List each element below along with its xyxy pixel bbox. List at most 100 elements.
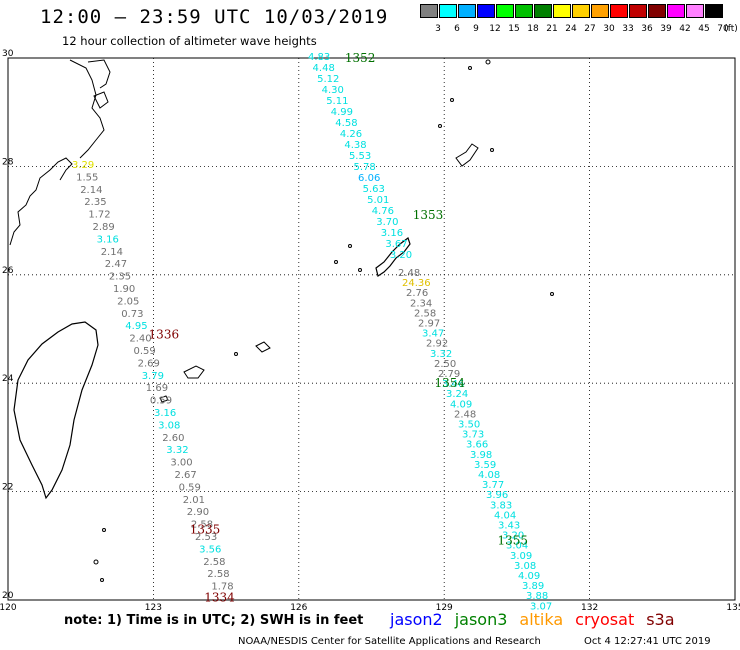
swh-value: 3.04 [506, 541, 528, 552]
lat-tick-label: 28 [2, 157, 14, 167]
lon-tick-label: 120 [0, 603, 17, 613]
pass-number-label: 1354 [435, 376, 466, 390]
legend-label: 36 [641, 24, 653, 34]
china-coastline [9, 157, 73, 246]
legend-label: 15 [508, 24, 520, 34]
legend-swatch [572, 4, 590, 18]
swh-value: 4.58 [335, 118, 357, 129]
small-island [358, 268, 362, 272]
satellite-label: jason3 [454, 610, 508, 629]
legend-swatch [553, 4, 571, 18]
swh-value: 2.48 [398, 268, 420, 279]
swh-value: 2.58 [414, 308, 436, 319]
swh-value: 3.47 [422, 329, 444, 340]
satellite-label: s3a [646, 610, 675, 629]
swh-value: 2.67 [175, 470, 197, 481]
swh-value: 3.24 [446, 389, 468, 400]
swh-value: 4.38 [344, 140, 366, 151]
swh-value: 1.55 [76, 172, 98, 183]
taiwan-coastline [13, 321, 99, 500]
swh-value: 2.58 [191, 520, 213, 531]
small-island [468, 66, 472, 70]
map-subtitle: 12 hour collection of altimeter wave hei… [62, 34, 317, 48]
swh-value: 3.66 [466, 440, 488, 451]
legend-swatch [496, 4, 514, 18]
swh-value: 5.63 [363, 184, 385, 195]
legend-swatch [458, 4, 476, 18]
lon-tick-label: 135 [726, 603, 740, 613]
swh-value: 3.79 [142, 371, 164, 382]
legend-label: 9 [473, 24, 479, 34]
swh-value: 4.48 [313, 63, 335, 74]
lat-tick-label: 20 [2, 591, 14, 601]
swh-value: 3.88 [526, 591, 548, 602]
swh-value: 2.50 [434, 359, 456, 370]
small-island [334, 260, 338, 264]
swh-value: 3.16 [381, 228, 403, 239]
swh-value: 4.99 [331, 107, 353, 118]
swh-value: 0.59 [150, 396, 172, 407]
swh-value: 3.32 [166, 445, 188, 456]
china-coastline-north [69, 59, 105, 159]
swh-value: 4.08 [478, 470, 500, 481]
satellite-label: cryosat [575, 610, 635, 629]
swh-value: 1.72 [88, 210, 110, 221]
legend-label: 39 [660, 24, 672, 34]
swh-value: 4.09 [518, 571, 540, 582]
zhoushan-islands [87, 59, 111, 109]
swh-value: 3.20 [390, 250, 412, 261]
swh-value: 3.70 [376, 217, 398, 228]
swh-value: 6.06 [358, 173, 380, 184]
small-island [102, 528, 106, 532]
legend-unit: (ft) [724, 24, 738, 34]
swh-value: 3.96 [486, 490, 508, 501]
swh-tracks: 4.834.485.124.305.114.994.584.264.385.53… [72, 52, 552, 612]
swh-value: 2.90 [187, 507, 209, 518]
small-island [100, 578, 104, 582]
legend-label: 3 [435, 24, 441, 34]
swh-value: 0.59 [179, 482, 201, 493]
swh-value: 3.32 [430, 349, 452, 360]
legend-label: 45 [698, 24, 710, 34]
swh-value: 2.79 [438, 369, 460, 380]
lat-tick-label: 24 [2, 374, 14, 384]
small-island [485, 59, 491, 65]
legend-label: 33 [622, 24, 634, 34]
swh-value: 2.69 [138, 358, 160, 369]
swh-value: 2.14 [80, 185, 102, 196]
swh-value: 5.53 [349, 151, 371, 162]
swh-value: 0.59 [134, 346, 156, 357]
legend-swatch [591, 4, 609, 18]
swh-value: 2.58 [207, 569, 229, 580]
swh-value: 1.69 [146, 383, 168, 394]
swh-value: 24.36 [402, 278, 431, 289]
swh-value: 2.40 [129, 334, 151, 345]
swh-value: 3.08 [514, 561, 536, 572]
legend-label: 70 [717, 24, 729, 34]
small-island [348, 244, 352, 248]
small-island [490, 148, 494, 152]
swh-value: 5.78 [354, 162, 376, 173]
map-title: 12:00 – 23:59 UTC 10/03/2019 [40, 6, 389, 28]
swh-value: 4.95 [125, 321, 147, 332]
swh-value: 3.09 [510, 551, 532, 562]
swh-value: 3.50 [458, 420, 480, 431]
swh-value: 3.00 [170, 458, 192, 469]
swh-value: 4.04 [494, 510, 516, 521]
swh-value: 3.46 [442, 379, 464, 390]
small-island [234, 352, 238, 356]
swh-value: 5.11 [326, 96, 348, 107]
lat-tick-label: 22 [2, 483, 13, 493]
satellite-label: altika [519, 610, 564, 629]
swh-value: 4.09 [450, 399, 472, 410]
legend-label: 12 [489, 24, 501, 34]
swh-value: 5.12 [317, 74, 339, 85]
legend-label: 6 [454, 24, 460, 34]
pass-number-label: 1335 [190, 523, 221, 537]
legend-swatch [686, 4, 704, 18]
swh-value: 3.43 [498, 521, 520, 532]
lat-tick-label: 26 [2, 266, 14, 276]
lon-tick-label: 132 [581, 603, 598, 613]
small-island [450, 98, 454, 102]
